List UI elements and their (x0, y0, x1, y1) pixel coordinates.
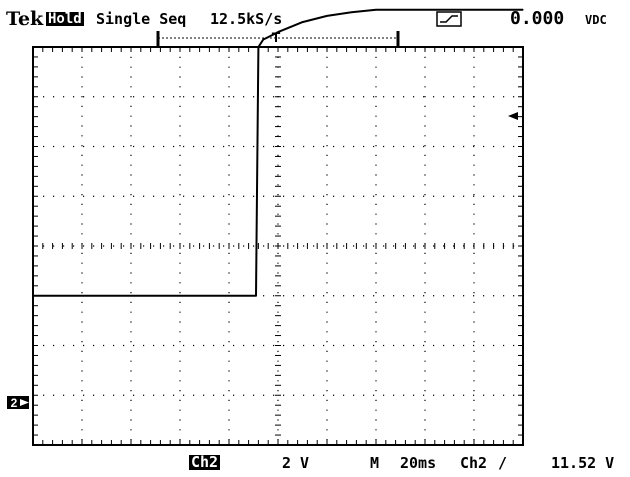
trace-sample-point (255, 295, 257, 297)
trace-sample-point (301, 21, 304, 23)
trace-sample-point (252, 295, 255, 297)
channel-ground-marker: 2 (11, 396, 18, 410)
trace-sample-point (267, 36, 269, 38)
meter-value: 0.000 (510, 8, 565, 29)
trigger-position-marker: T (272, 29, 281, 45)
brand-label: Tek (6, 8, 44, 30)
trigger-level: 11.52 V (551, 454, 615, 472)
channel-ground-marker-box (7, 396, 29, 409)
sample-rate: 12.5kS/s (210, 10, 283, 28)
channel-2-trace (33, 8, 523, 297)
vertical-scale: 2 V (282, 454, 310, 472)
channel-badge: Ch2 (189, 453, 221, 471)
trace-sample-point (81, 295, 83, 297)
marker-layer: T 2 (7, 29, 518, 410)
trace-sample-point (32, 295, 34, 297)
timebase-label: M (370, 454, 380, 472)
trace-sample-point (130, 295, 132, 297)
channel-ground-arrow-icon (20, 399, 29, 406)
trace-sample-point (448, 9, 451, 11)
trigger-slope-icon (436, 10, 462, 28)
trace-sample-point (277, 31, 279, 33)
trigger-level-arrow-icon (508, 112, 518, 120)
trace-sample-point (399, 9, 402, 11)
trace-sample-point (257, 46, 259, 48)
meter-unit: VDC (585, 13, 607, 27)
trace-sample-point (350, 11, 353, 13)
trace-sample-point (262, 38, 264, 41)
trace-sample-point (424, 9, 426, 11)
acquisition-mode: Single Seq (96, 10, 187, 28)
trace-sample-point (375, 9, 377, 11)
trigger-slope: / (498, 454, 508, 472)
trace-layer (32, 8, 524, 297)
trace-sample-point (179, 295, 181, 297)
timebase: 20ms (400, 454, 437, 472)
trace-sample-point (228, 295, 230, 297)
trace-sample-point (497, 9, 500, 11)
trace-sample-point (473, 9, 475, 11)
trigger-source: Ch2 (460, 454, 488, 472)
trace-sample-point (289, 26, 291, 28)
trace-sample-point (522, 9, 524, 11)
graticule (32, 46, 524, 446)
hold-status-badge: Hold (46, 11, 84, 27)
trace-sample-point (326, 15, 328, 17)
